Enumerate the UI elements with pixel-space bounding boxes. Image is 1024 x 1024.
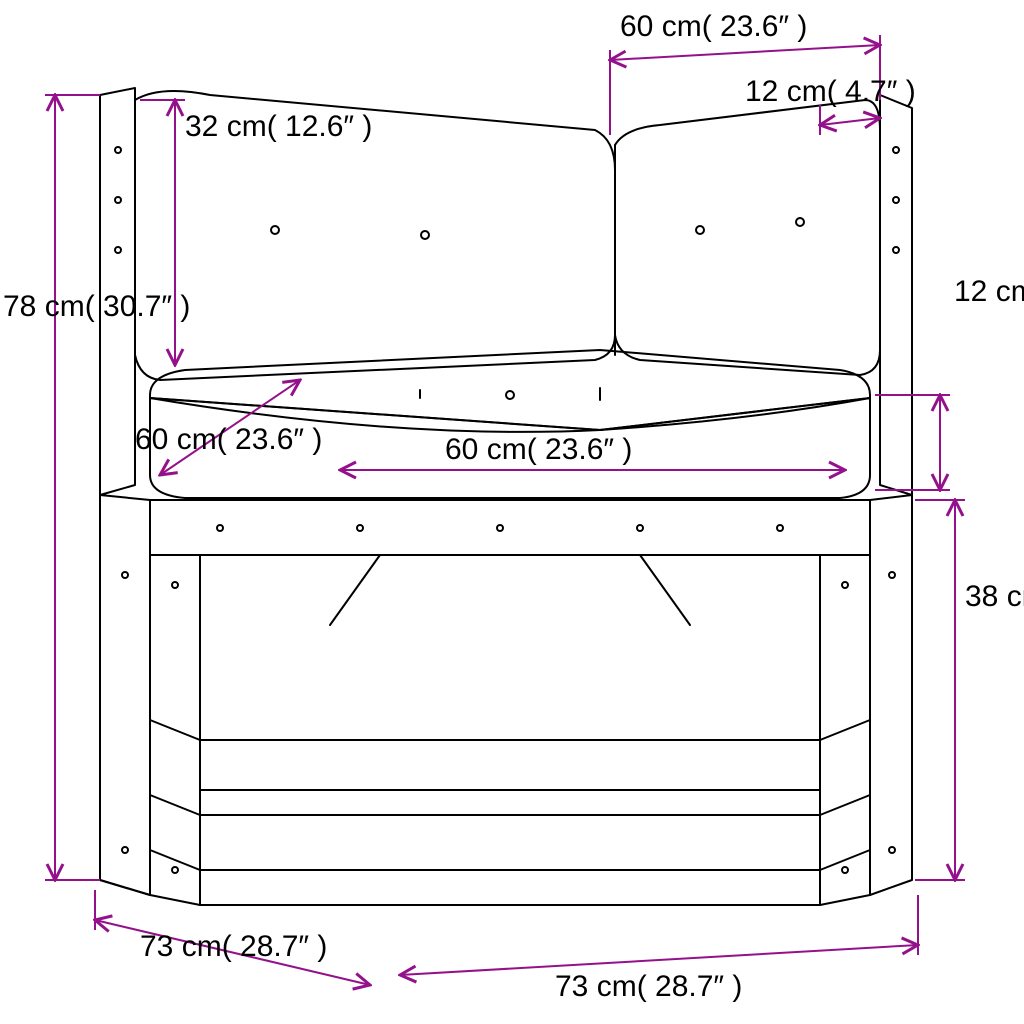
diagram-svg [0, 0, 1024, 1024]
label-leg-height: 38 cm( 15″ ) [965, 580, 1020, 614]
label-base-width: 73 cm( 28.7″ ) [555, 970, 742, 1004]
label-top-back-width: 60 cm( 23.6″ ) [620, 10, 807, 44]
dimension-lines [45, 35, 965, 985]
label-base-depth: 73 cm( 28.7″ ) [140, 930, 327, 964]
label-back-height: 32 cm( 12.6″ ) [185, 110, 245, 144]
furniture-outline [100, 88, 912, 905]
label-seat-depth: 60 cm( 23.6″ ) [135, 423, 322, 457]
label-height-total: 78 cm( 30.7″ ) [3, 290, 53, 324]
label-back-thickness: 12 cm( 4.7″ ) [745, 75, 916, 109]
label-seat-width: 60 cm( 23.6″ ) [445, 433, 632, 467]
label-seat-thickness: 12 cm( 4.7″ ) [954, 275, 1014, 309]
